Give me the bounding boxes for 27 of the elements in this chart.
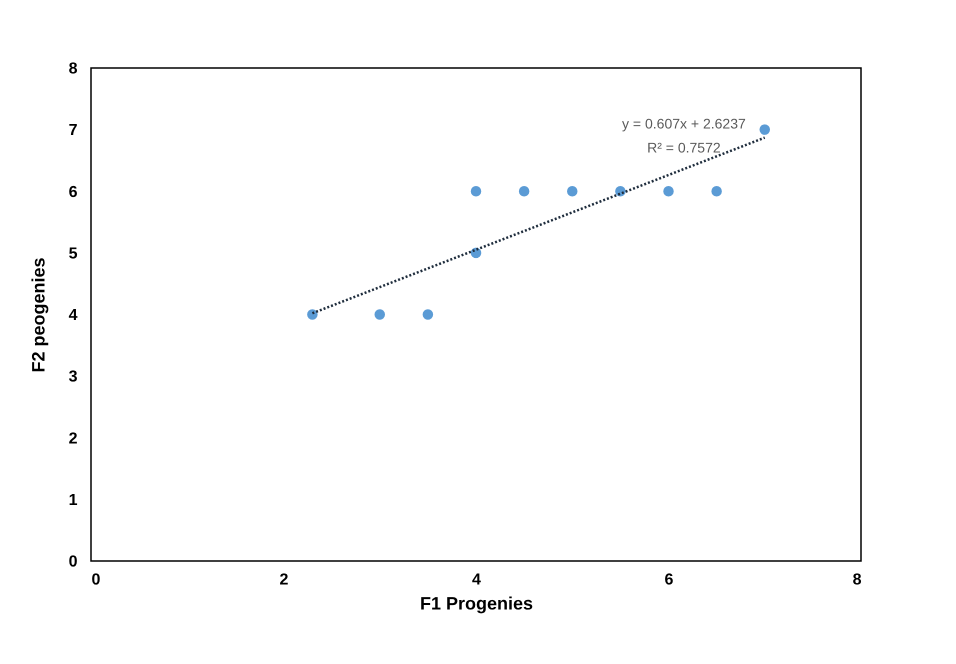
point [422,309,434,320]
x-tick-label: 0 [92,572,100,588]
point [518,186,530,196]
x-tick-label: 2 [280,572,289,588]
y-tick-label: 2 [68,430,78,448]
point [470,186,482,196]
annotation: R² = 0.7572 [647,140,721,156]
y-tick-label: 1 [68,492,78,509]
point [307,309,318,320]
y-axis-title: F2 peogenies [28,257,49,373]
point [711,186,722,196]
x-tick-label: 8 [852,572,862,588]
x-tick-label: 6 [664,572,674,588]
y-tick-label: 8 [68,60,78,78]
y-tick-label: 7 [68,122,78,140]
x-axis-title: F1 Progenies [420,594,534,614]
point [663,186,674,196]
point [760,124,770,135]
y-tick-label: 3 [68,368,78,386]
y-tick-label: 6 [68,184,78,201]
y-tick-label: 4 [68,307,78,324]
y-tick-label: 5 [68,245,78,262]
annotation: y = 0.607x + 2.6237 [622,116,746,132]
y-tick-label: 0 [68,554,78,570]
x-tick-label: 4 [472,572,482,588]
point [567,186,578,196]
point [374,309,385,320]
